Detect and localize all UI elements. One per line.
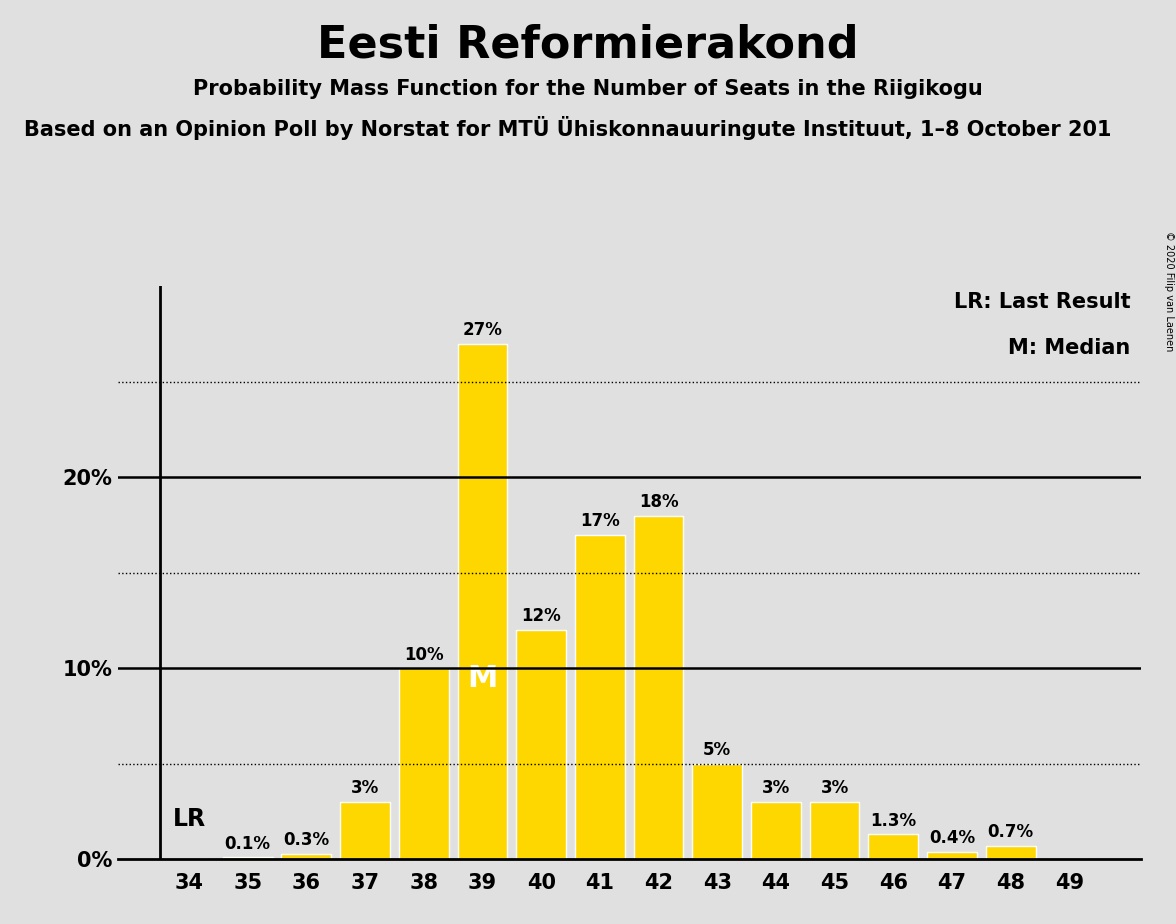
Text: 18%: 18%	[639, 492, 679, 511]
Text: LR: LR	[173, 807, 206, 831]
Bar	[868, 834, 918, 859]
Text: 0.3%: 0.3%	[283, 831, 329, 849]
Text: LR: Last Result: LR: Last Result	[954, 292, 1130, 312]
Bar	[399, 668, 449, 859]
Bar	[281, 854, 332, 859]
Bar	[927, 852, 977, 859]
Text: © 2020 Filip van Laenen: © 2020 Filip van Laenen	[1163, 231, 1174, 351]
Text: Based on an Opinion Poll by Norstat for MTÜ Ühiskonnauuringute Instituut, 1–8 Oc: Based on an Opinion Poll by Norstat for …	[24, 116, 1111, 140]
Bar	[516, 630, 566, 859]
Bar	[634, 516, 683, 859]
Text: 17%: 17%	[580, 512, 620, 530]
Text: 1.3%: 1.3%	[870, 811, 916, 830]
Bar	[693, 764, 742, 859]
Text: 27%: 27%	[462, 321, 502, 339]
Bar	[751, 802, 801, 859]
Text: Probability Mass Function for the Number of Seats in the Riigikogu: Probability Mass Function for the Number…	[193, 79, 983, 99]
Text: 12%: 12%	[521, 607, 561, 626]
Bar	[340, 802, 390, 859]
Text: 3%: 3%	[821, 779, 849, 797]
Text: Eesti Reformierakond: Eesti Reformierakond	[318, 23, 858, 67]
Text: 0.1%: 0.1%	[225, 834, 270, 853]
Bar	[457, 344, 507, 859]
Text: 0.4%: 0.4%	[929, 829, 975, 847]
Text: 10%: 10%	[405, 646, 443, 663]
Text: 3%: 3%	[350, 779, 379, 797]
Text: M: M	[467, 664, 497, 693]
Text: 3%: 3%	[762, 779, 790, 797]
Bar	[809, 802, 860, 859]
Bar	[222, 857, 273, 859]
Text: M: Median: M: Median	[1008, 338, 1130, 358]
Text: 5%: 5%	[703, 741, 731, 760]
Bar	[575, 535, 624, 859]
Text: 0.7%: 0.7%	[988, 823, 1034, 841]
Bar	[985, 846, 1036, 859]
